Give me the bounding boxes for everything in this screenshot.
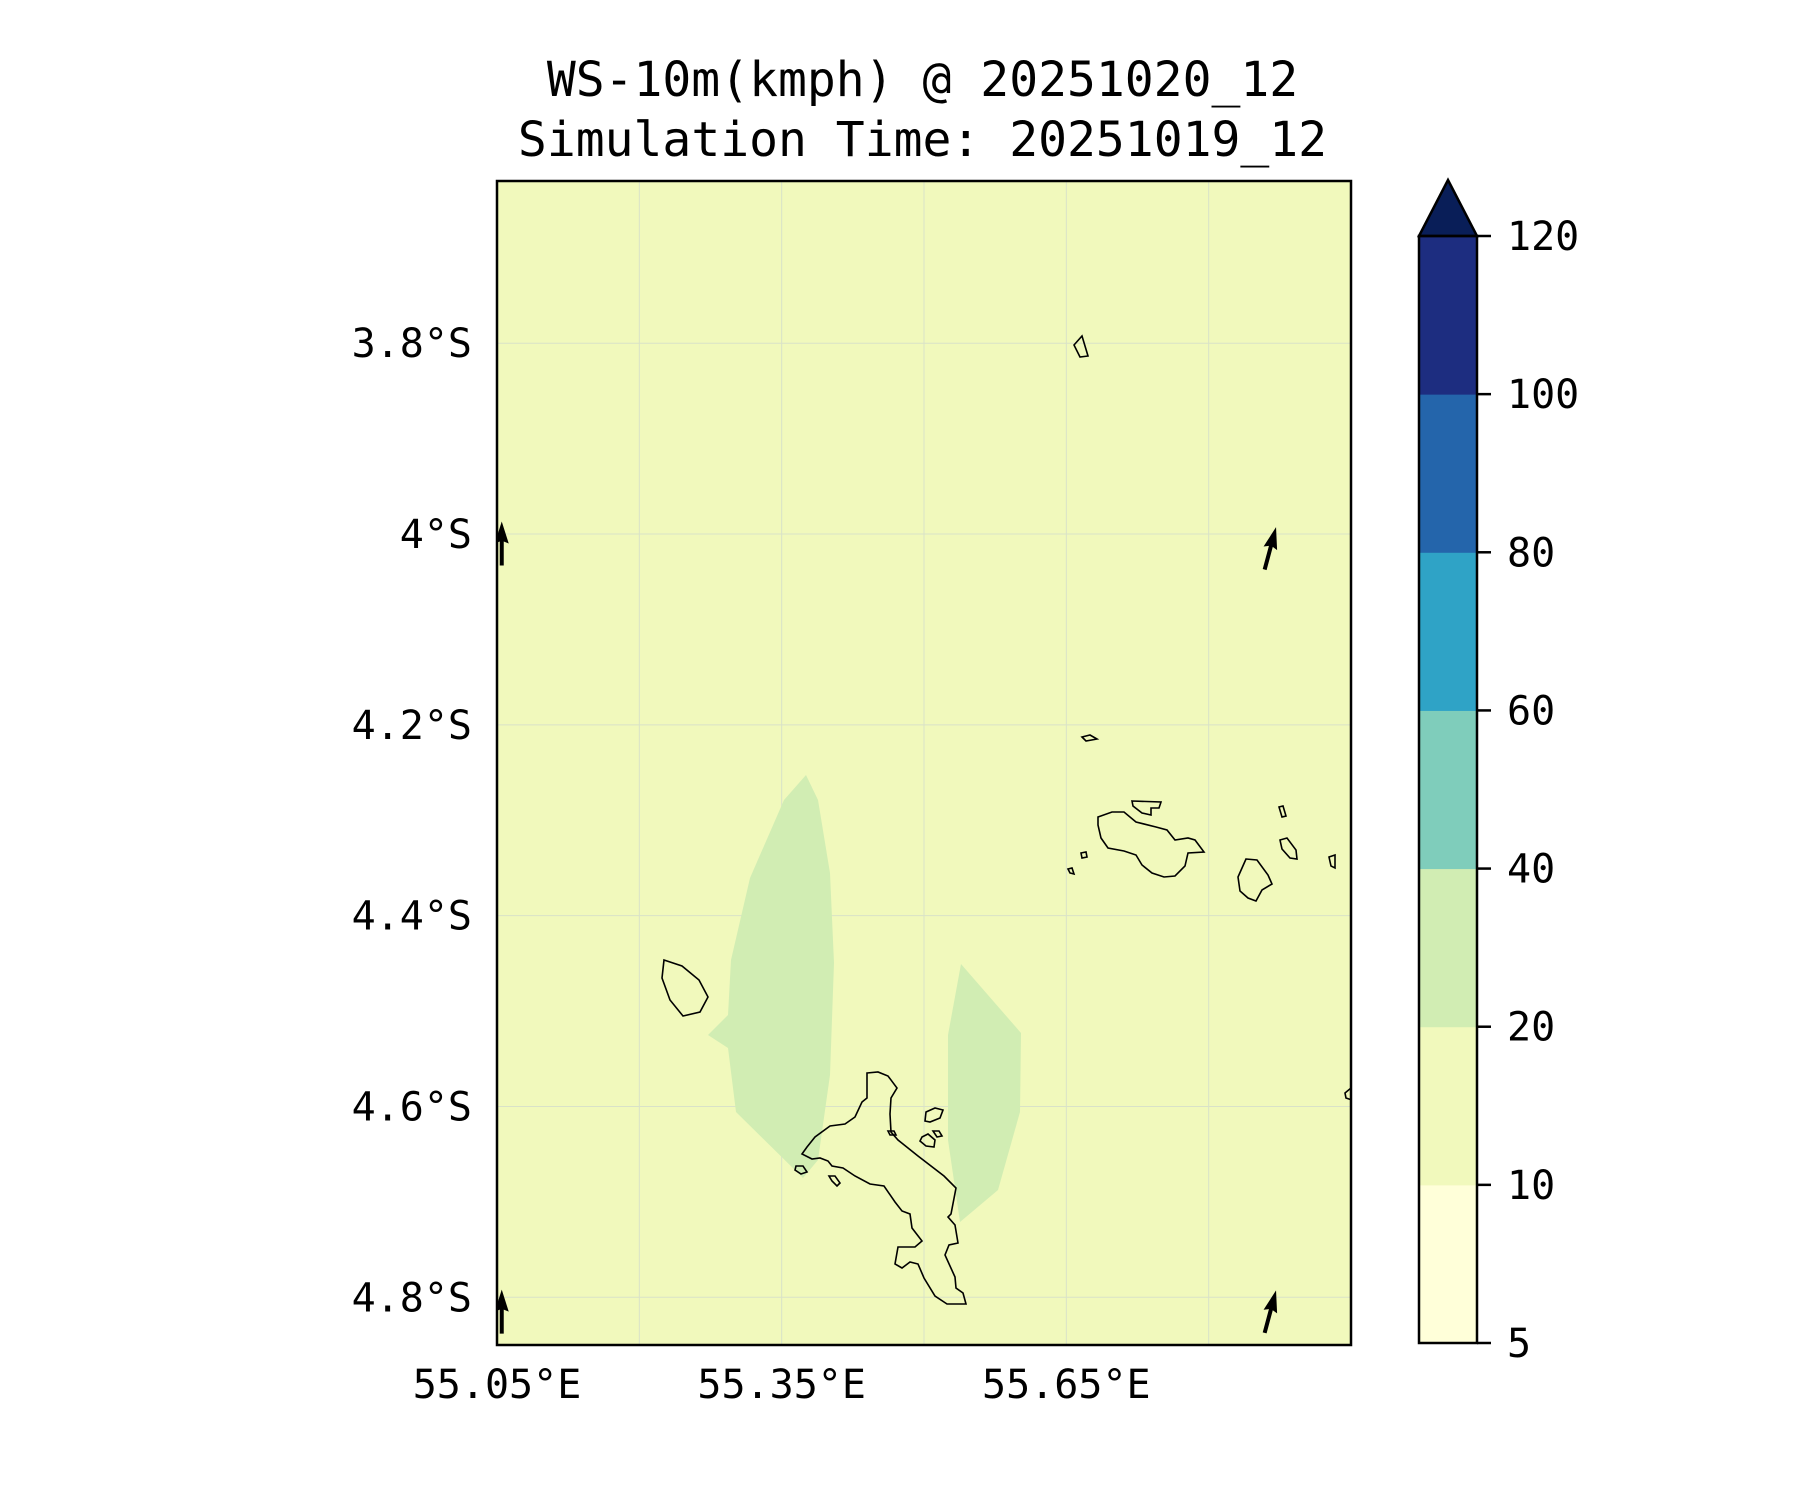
coastline-felicite <box>1279 837 1298 860</box>
map-subtitle: Simulation Time: 20251019_12 <box>517 112 1328 168</box>
higher-wind-zone-west <box>708 775 834 1178</box>
colorbar-tick-label: 20 <box>1507 1005 1555 1051</box>
colorbar-band <box>1419 1026 1477 1186</box>
y-axis-ticks: 3.8°S 4°S 4.2°S 4.4°S 4.6°S 4.8°S <box>352 321 472 1321</box>
wind-arrow-ne <box>1262 527 1278 571</box>
coastline-islet-f <box>1066 867 1076 876</box>
colorbar-band <box>1419 1184 1477 1344</box>
y-tick-label: 4.4°S <box>352 894 472 940</box>
colorbar-band <box>1419 552 1477 711</box>
x-tick-label: 55.35°E <box>697 1362 866 1408</box>
coastline-silhouette <box>661 958 709 1017</box>
coastline-islet-d <box>1328 853 1336 870</box>
coastline-curieuse <box>1131 800 1163 816</box>
colorbar-band <box>1419 236 1477 395</box>
higher-wind-zone-east <box>948 964 1021 1222</box>
y-tick-label: 4.2°S <box>352 703 472 749</box>
wind-vectors <box>497 521 1278 1334</box>
wind-arrow-se <box>1262 1290 1278 1334</box>
map-title: WS-10m(kmph) @ 20251020_12 <box>546 52 1299 108</box>
colorbar-tick-label: 60 <box>1507 688 1555 734</box>
colorbar-tick-label: 100 <box>1507 372 1579 418</box>
coastline-islet-a <box>886 1130 898 1136</box>
coastline-cerf <box>919 1133 936 1148</box>
colorbar-band <box>1419 394 1477 553</box>
x-axis-ticks: 55.05°E 55.35°E 55.65°E <box>413 1362 1151 1408</box>
map-frame <box>495 179 1353 1347</box>
y-tick-label: 4.8°S <box>352 1275 472 1321</box>
x-tick-label: 55.65°E <box>982 1362 1151 1408</box>
colorbar-tick-label: 10 <box>1507 1163 1555 1209</box>
coastline-islet-e <box>1080 851 1088 859</box>
coastline-aride <box>1080 734 1100 742</box>
coastline-bird-island <box>1073 334 1090 358</box>
wind-arrow-nw <box>497 521 509 566</box>
colorbar-band <box>1419 710 1477 870</box>
colorbar-tick-label: 40 <box>1507 847 1555 893</box>
colorbar-frame <box>1417 234 1479 1345</box>
coastline-fregate <box>1344 1086 1351 1101</box>
colorbar-tick-label: 80 <box>1507 530 1555 576</box>
colorbar-tick-label: 120 <box>1507 214 1579 260</box>
y-tick-label: 4.6°S <box>352 1084 472 1130</box>
coastline-praslin <box>1097 811 1206 878</box>
coastline-therese <box>794 1165 809 1175</box>
x-tick-label: 55.05°E <box>413 1362 582 1408</box>
y-tick-label: 4°S <box>400 512 472 558</box>
coastline-islet-b <box>931 1130 944 1138</box>
colorbar: 5 10 20 40 60 80 100 120 <box>1416 177 1579 1367</box>
colorbar-extend-max <box>1416 177 1480 238</box>
colorbar-band <box>1419 868 1477 1028</box>
coastline-conception <box>827 1175 842 1188</box>
coastline-la-digue <box>1237 858 1274 902</box>
coastline-sainte-anne <box>924 1107 945 1123</box>
map-panel: 55.05°E 55.35°E 55.65°E 3.8°S 4°S 4.2°S 4.4°S… <box>352 179 1353 1408</box>
coastline-mahe <box>800 1071 968 1305</box>
colorbar-tick-label: 5 <box>1507 1321 1531 1367</box>
wind-arrow-sw <box>497 1289 509 1334</box>
coastline-islet-c <box>1277 805 1288 818</box>
coastlines <box>661 334 1351 1305</box>
y-tick-label: 3.8°S <box>352 321 472 367</box>
